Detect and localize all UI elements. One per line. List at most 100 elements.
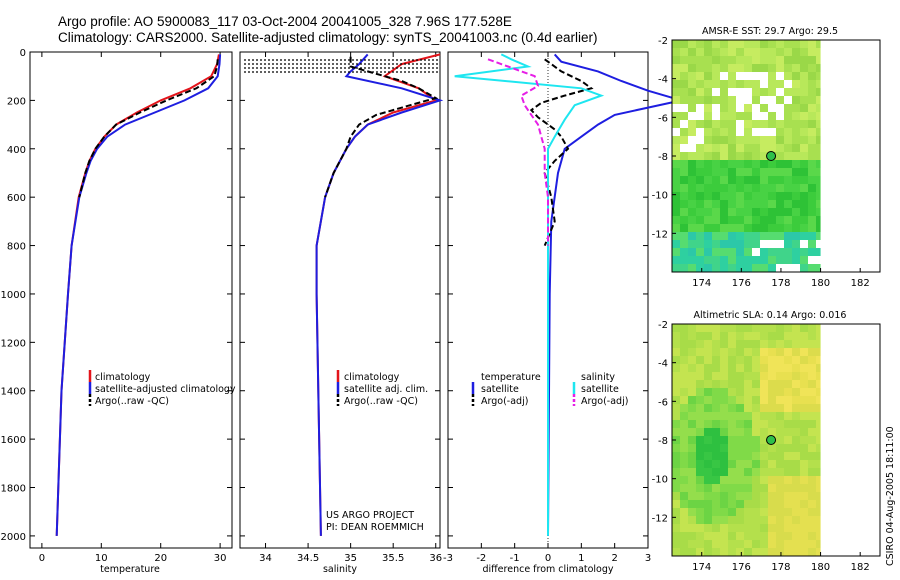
map-cell — [800, 112, 808, 120]
map-cell — [712, 476, 720, 484]
map-cell — [736, 444, 744, 452]
map-cell — [816, 388, 821, 396]
map-cell — [808, 452, 816, 460]
map-cell — [728, 88, 736, 96]
map-cell — [800, 248, 808, 256]
y-tick-label: 1800 — [1, 484, 26, 495]
map-cell — [704, 460, 712, 468]
map-cell — [712, 500, 720, 508]
map-cell — [784, 176, 792, 184]
map-cell — [704, 372, 712, 380]
map-cell — [784, 380, 792, 388]
map-cell — [672, 120, 680, 128]
map-cell — [720, 460, 728, 468]
map-cell — [800, 160, 808, 168]
map-cell — [808, 468, 816, 476]
map-cell — [680, 500, 688, 508]
map-cell — [736, 380, 744, 388]
map-cell — [672, 332, 680, 340]
map-cell — [776, 332, 784, 340]
map-cell — [704, 72, 712, 80]
map-cell — [808, 492, 816, 500]
map-cell — [752, 104, 760, 112]
map-cell — [800, 200, 808, 208]
map-cell — [800, 460, 808, 468]
map-cell — [744, 540, 752, 548]
map-cell — [688, 476, 696, 484]
map-cell — [736, 372, 744, 380]
map-cell — [744, 532, 752, 540]
map-cell — [712, 72, 720, 80]
map-cell — [784, 436, 792, 444]
map-cell — [816, 256, 821, 264]
map-cell — [744, 380, 752, 388]
map-cell — [744, 40, 752, 48]
map-cell — [744, 508, 752, 516]
map-cell — [792, 380, 800, 388]
map-cell — [672, 412, 680, 420]
map-cell — [776, 200, 784, 208]
map-cell — [808, 240, 816, 248]
map-cell — [680, 248, 688, 256]
map-cell — [784, 364, 792, 372]
map-cell — [696, 540, 704, 548]
map-cell — [680, 516, 688, 524]
map-cell — [720, 160, 728, 168]
map-cell — [800, 492, 808, 500]
map-cell — [792, 356, 800, 364]
map-cell — [808, 356, 816, 364]
map-cell — [720, 96, 728, 104]
map-cell — [744, 524, 752, 532]
map-cell — [752, 120, 760, 128]
map-cell — [816, 420, 821, 428]
series-climatology — [315, 53, 441, 536]
map-cell — [728, 184, 736, 192]
map-cell — [728, 256, 736, 264]
map-cell — [680, 176, 688, 184]
map-cell — [768, 88, 776, 96]
map-cell — [792, 452, 800, 460]
map-cell — [784, 136, 792, 144]
map-cell — [792, 168, 800, 176]
map-cell — [816, 120, 821, 128]
map-cell — [720, 540, 728, 548]
map-cell — [688, 324, 696, 332]
map-cell — [712, 176, 720, 184]
map-cell — [696, 380, 704, 388]
map-cell — [720, 484, 728, 492]
map-cell — [712, 460, 720, 468]
map-cell — [768, 412, 776, 420]
map-cell — [704, 516, 712, 524]
map-y-tick-label: -2 — [658, 36, 668, 47]
map-cell — [776, 136, 784, 144]
map-cell — [816, 372, 821, 380]
map-cell — [784, 444, 792, 452]
map-cell — [784, 56, 792, 64]
legend-temp-argo: Argo(-adj) — [481, 396, 528, 407]
map-cell — [680, 40, 688, 48]
map-cell — [680, 256, 688, 264]
map-cell — [800, 48, 808, 56]
map-cell — [704, 152, 712, 160]
map-cell — [680, 404, 688, 412]
map-cell — [744, 396, 752, 404]
map-cell — [752, 532, 760, 540]
map-cell — [776, 364, 784, 372]
map-cell — [800, 332, 808, 340]
map-cell — [728, 96, 736, 104]
map-cell — [792, 404, 800, 412]
map-cell — [696, 232, 704, 240]
map-cell — [688, 96, 696, 104]
sla-title: Altimetric SLA: 0.14 Argo: 0.016 — [694, 310, 847, 321]
map-cell — [736, 168, 744, 176]
map-cell — [784, 428, 792, 436]
x-tick-label: -2 — [476, 553, 486, 564]
map-cell — [776, 324, 784, 332]
map-cell — [816, 240, 821, 248]
map-cell — [728, 332, 736, 340]
map-cell — [752, 396, 760, 404]
map-cell — [728, 104, 736, 112]
map-cell — [728, 396, 736, 404]
map-y-tick-label: -4 — [658, 359, 668, 370]
map-cell — [680, 476, 688, 484]
